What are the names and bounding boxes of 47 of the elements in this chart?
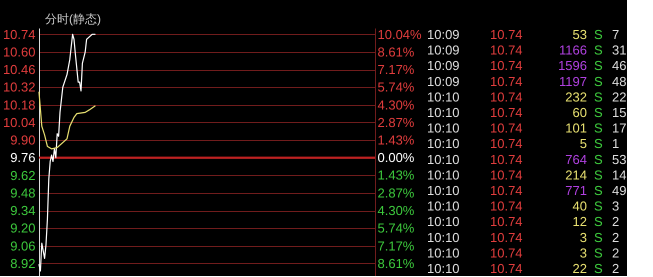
text: 10:09 10.74 1166 S 31 bbox=[427, 42, 626, 58]
y-tick-label: 9.76 bbox=[10, 150, 36, 166]
text: 10:10 10.74 22 S 2 bbox=[427, 261, 620, 276]
text: 10:10 10.74 12 S 2 bbox=[427, 214, 620, 230]
text: 10:10 10.74 40 S 3 bbox=[427, 198, 620, 214]
y-tick-label: 9.90 bbox=[10, 132, 36, 148]
y2-tick-label: 7.17% bbox=[378, 62, 415, 78]
y-tick-label: 9.48 bbox=[10, 185, 36, 200]
y-tick-label: 10.74 bbox=[2, 26, 36, 42]
y-tick-label: 10.04 bbox=[2, 114, 36, 130]
text: 10:09 10.74 1197 S 48 bbox=[427, 74, 626, 89]
y-tick-label: 9.20 bbox=[10, 220, 36, 236]
y-tick-label: 9.06 bbox=[10, 238, 36, 254]
y2-tick-label: 5.74% bbox=[378, 220, 415, 236]
text: 10:10 10.74 214 S 14 bbox=[427, 167, 626, 182]
y2-tick-label: 4.30% bbox=[378, 97, 415, 112]
text: 10:10 10.74 232 S 22 bbox=[427, 89, 626, 104]
line-series bbox=[38, 34, 96, 272]
y2-tick-label: 0.00% bbox=[378, 150, 415, 166]
y2-tick-label: 1.43% bbox=[378, 168, 415, 183]
text: 10:10 10.74 101 S 17 bbox=[427, 120, 626, 136]
y-tick-label: 9.62 bbox=[10, 168, 36, 183]
text: 10:09 10.74 53 S 7 bbox=[427, 27, 620, 42]
y2-tick-label: 1.43% bbox=[378, 132, 415, 148]
text: 10:10 10.74 60 S 15 bbox=[427, 105, 626, 120]
text: 10:10 10.74 3 S 2 bbox=[427, 230, 620, 245]
chart-title: 分时(静态) bbox=[45, 12, 101, 26]
y2-tick-label: 2.87% bbox=[378, 114, 415, 130]
line-series bbox=[38, 92, 96, 150]
y2-tick-label: 4.30% bbox=[378, 203, 415, 218]
text: 10:09 10.74 1596 S 46 bbox=[427, 58, 626, 74]
text: 10:10 10.74 764 S 53 bbox=[427, 152, 626, 167]
y-tick-label: 8.92 bbox=[10, 256, 36, 271]
y-tick-label: 9.34 bbox=[10, 203, 36, 218]
text: 10:10 10.74 5 S 1 bbox=[427, 136, 620, 152]
y2-tick-label: 10.04% bbox=[378, 26, 422, 42]
y2-tick-label: 8.61% bbox=[378, 256, 415, 271]
y-tick-label: 10.18 bbox=[2, 97, 36, 112]
y2-tick-label: 5.74% bbox=[378, 80, 415, 95]
y2-tick-label: 7.17% bbox=[378, 238, 415, 254]
y-tick-label: 10.60 bbox=[2, 44, 36, 60]
y2-tick-label: 2.87% bbox=[378, 185, 415, 200]
text: 10:10 10.74 771 S 49 bbox=[427, 183, 626, 198]
text: 10:10 10.74 3 S 2 bbox=[427, 245, 620, 260]
y-tick-label: 10.46 bbox=[2, 62, 36, 78]
y-tick-label: 10.32 bbox=[2, 80, 36, 95]
y2-tick-label: 8.61% bbox=[378, 44, 415, 60]
